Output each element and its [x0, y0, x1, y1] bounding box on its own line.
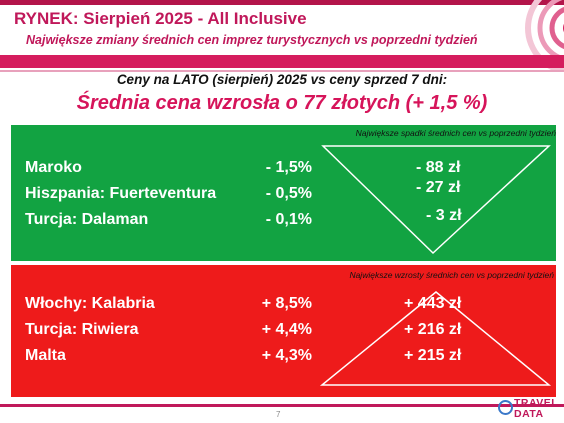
- percent-change: - 0,1%: [265, 211, 312, 228]
- amount-change: - 27 zł: [416, 179, 461, 196]
- destination-label: Turcja: Dalaman: [25, 211, 149, 228]
- percent-change: - 1,5%: [265, 159, 312, 176]
- logo-line2: DATA: [514, 408, 544, 420]
- increase-row: Turcja: Riwiera + 4,4% + 216 zł: [11, 321, 556, 343]
- amount-change: + 443 zł: [404, 295, 462, 312]
- logo-line1: TRAVEL: [514, 397, 559, 409]
- destination-label: Włochy: Kalabria: [25, 295, 155, 312]
- decreases-note: Największe spadki średnich cen vs poprze…: [355, 128, 556, 138]
- decreases-panel: Największe spadki średnich cen vs poprze…: [11, 125, 556, 261]
- percent-change: + 8,5%: [261, 295, 312, 312]
- page-subtitle: Największe zmiany średnich cen imprez tu…: [26, 33, 478, 47]
- percent-change: - 0,5%: [265, 185, 312, 202]
- page-number: 7: [276, 410, 281, 419]
- header-band: [0, 55, 564, 68]
- destination-label: Turcja: Riwiera: [25, 321, 139, 338]
- destination-label: Hiszpania: Fuerteventura: [25, 185, 217, 202]
- percent-change: + 4,3%: [261, 347, 312, 364]
- decrease-row: Hiszpania: Fuerteventura - 0,5% - 27 zł: [11, 179, 556, 207]
- decrease-row: Maroko - 1,5% - 88 zł: [11, 159, 556, 181]
- down-triangle-shape: [321, 145, 551, 255]
- amount-change: - 88 zł: [416, 159, 461, 176]
- up-triangle-shape: [319, 291, 552, 386]
- travel-data-logo: TRAVEL DATA: [496, 396, 560, 420]
- amount-change: - 3 zł: [426, 207, 462, 224]
- increase-row: Włochy: Kalabria + 8,5% + 443 zł: [11, 295, 556, 317]
- amount-change: + 215 zł: [404, 347, 462, 364]
- destination-label: Malta: [25, 347, 66, 364]
- decrease-row: Turcja: Dalaman - 0,1% - 3 zł: [11, 207, 556, 233]
- increases-note: Największe wzrosty średnich cen vs poprz…: [349, 270, 554, 280]
- destination-label: Maroko: [25, 159, 82, 176]
- top-accent-bar: [0, 0, 564, 5]
- page-title: RYNEK: Sierpień 2025 - All Inclusive: [14, 9, 307, 28]
- increase-row: Malta + 4,3% + 215 zł: [11, 347, 556, 369]
- context-line: Ceny na LATO (sierpień) 2025 vs ceny spr…: [116, 72, 448, 87]
- headline: Średnia cena wzrosła o 77 złotych (+ 1,5…: [76, 92, 488, 114]
- percent-change: + 4,4%: [261, 321, 312, 338]
- globe-icon: [498, 400, 513, 415]
- footer-line: [0, 404, 564, 407]
- header-band-thin: [0, 70, 564, 72]
- increases-panel: Największe wzrosty średnich cen vs poprz…: [11, 265, 556, 397]
- amount-change: + 216 zł: [404, 321, 462, 338]
